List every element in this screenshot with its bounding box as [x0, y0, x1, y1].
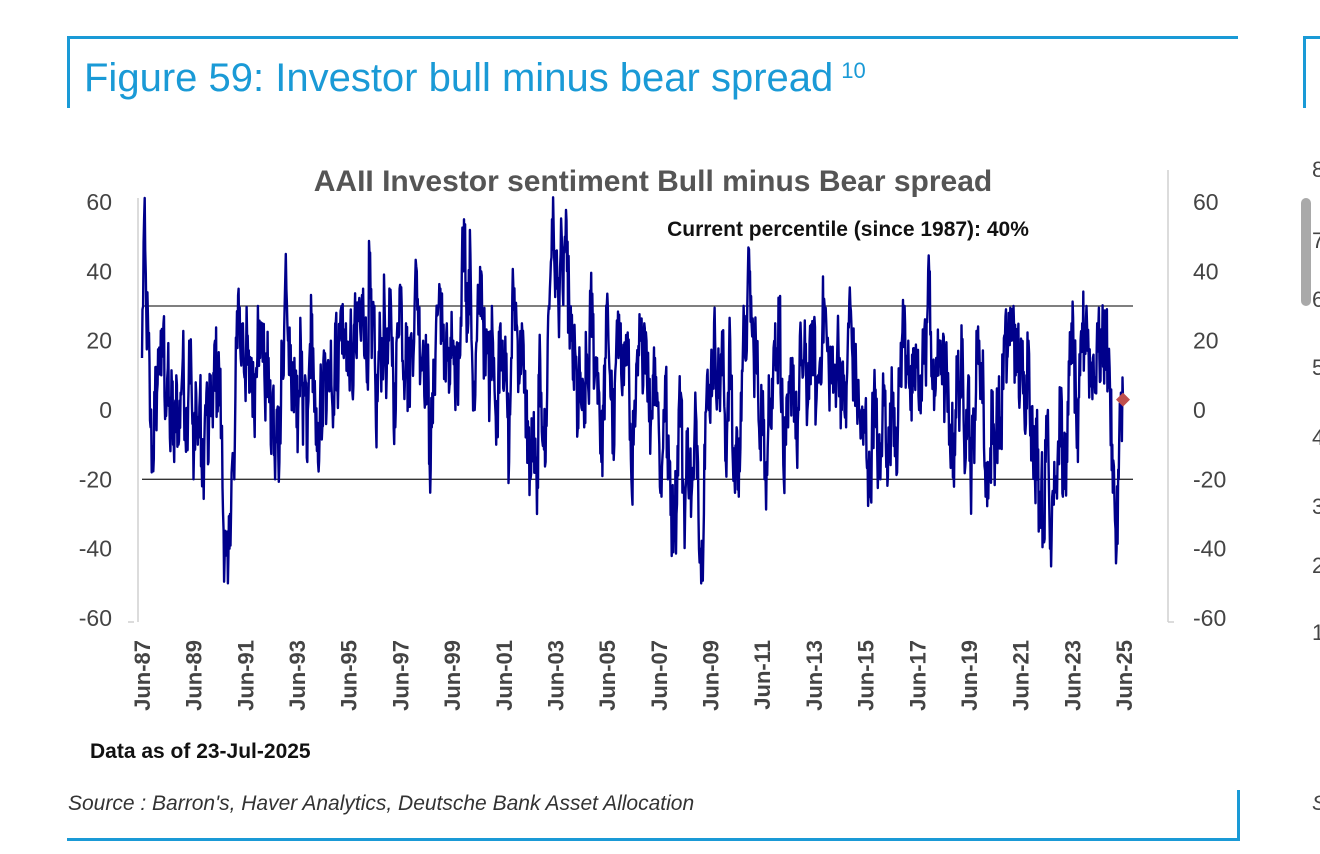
y-tick-label-right: -60 [1193, 605, 1226, 631]
x-tick-label: Jun-13 [802, 640, 827, 711]
source-note: Source : Barron's, Haver Analytics, Deut… [68, 792, 695, 815]
x-tick-label: Jun-97 [388, 640, 413, 711]
figure-title: Figure 59: Investor bull minus bear spre… [84, 58, 866, 98]
y-tick-label-left: 60 [86, 189, 112, 215]
y-tick-label-right: -20 [1193, 466, 1226, 492]
data-asof-note: Data as of 23-Jul-2025 [90, 740, 311, 763]
y-tick-label-right: 40 [1193, 258, 1219, 284]
y-tick-label-left: 0 [99, 397, 112, 423]
x-tick-label: Jun-11 [750, 640, 775, 710]
x-tick-label: Jun-21 [1009, 640, 1034, 711]
x-tick-label: Jun-01 [492, 640, 517, 711]
x-tick-label: Jun-03 [543, 640, 568, 711]
y-tick-label-right: 20 [1193, 328, 1219, 354]
next-panel-tick: 3 [1312, 494, 1320, 519]
x-tick-label: Jun-09 [699, 640, 724, 711]
x-tick-label: Jun-99 [440, 640, 465, 711]
x-tick-label: Jun-95 [337, 640, 362, 711]
y-tick-label-right: -40 [1193, 536, 1226, 562]
next-panel-tick: 2 [1312, 553, 1320, 578]
chart-axes [128, 170, 1174, 623]
frame-top-border [67, 36, 1238, 39]
latest-point-marker [1116, 392, 1130, 407]
next-panel-tick: 1 [1312, 620, 1320, 645]
y-tick-label-left: -20 [79, 466, 112, 492]
tick-labels: -60 -60 -40 -40 -20 -20 0 0 20 20 40 40 60 60 Jun-87 Ju… [79, 189, 1227, 711]
x-tick-label: Jun-25 [1112, 640, 1137, 711]
x-tick-label: Jun-07 [647, 640, 672, 711]
y-tick-label-left: -60 [79, 605, 112, 631]
scrollbar-thumb[interactable] [1301, 198, 1311, 306]
x-tick-label: Jun-91 [233, 640, 258, 711]
percentile-annotation: Current percentile (since 1987): 40% [667, 218, 1029, 241]
x-tick-label: Jun-87 [130, 640, 155, 711]
y-tick-label-left: 20 [86, 328, 112, 354]
footnote-ref: 10 [841, 58, 866, 83]
frame-right-border [1237, 790, 1240, 841]
next-panel-left-border [1303, 36, 1306, 108]
x-tick-label: Jun-17 [905, 640, 930, 711]
series-line [140, 196, 1125, 585]
y-tick-label-right: 60 [1193, 189, 1219, 215]
next-panel-tick: 6 [1312, 287, 1320, 312]
chart-title: AAII Investor sentiment Bull minus Bear … [314, 165, 993, 198]
next-panel-tick: 7 [1312, 228, 1320, 253]
next-panel-tick: 5 [1312, 355, 1320, 380]
frame-bottom-border [67, 838, 1240, 841]
reference-lines [142, 305, 1133, 480]
x-tick-label: Jun-15 [854, 640, 879, 711]
x-tick-label: Jun-89 [182, 640, 207, 711]
latest-point-marker-group [1116, 392, 1130, 407]
frame-left-border [67, 36, 70, 108]
next-panel-source-initial: S [1312, 792, 1320, 816]
x-tick-label: Jun-93 [285, 640, 310, 711]
x-tick-label: Jun-23 [1060, 640, 1085, 711]
figure-title-text: Figure 59: Investor bull minus bear spre… [84, 56, 834, 100]
y-tick-label-left: -40 [79, 536, 112, 562]
y-tick-label-right: 0 [1193, 397, 1206, 423]
x-tick-label: Jun-19 [957, 640, 982, 711]
x-tick-label: Jun-05 [595, 640, 620, 711]
y-tick-label-left: 40 [86, 258, 112, 284]
next-panel-tick: 4 [1312, 425, 1320, 450]
next-panel-top-border [1303, 36, 1320, 39]
next-panel-tick: 8 [1312, 157, 1320, 182]
